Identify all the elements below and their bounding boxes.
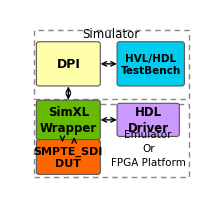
Bar (34, 105, 189, 177)
FancyBboxPatch shape (36, 43, 100, 86)
FancyBboxPatch shape (36, 101, 100, 140)
Text: SMPTE_SDI
DUT: SMPTE_SDI DUT (34, 146, 103, 169)
Text: Emulator
Or
FPGA Platform: Emulator Or FPGA Platform (111, 130, 186, 167)
Text: HDL
Driver: HDL Driver (128, 106, 169, 135)
FancyBboxPatch shape (117, 43, 184, 86)
Text: DPI: DPI (56, 58, 80, 71)
Text: Simulator: Simulator (83, 28, 140, 41)
Bar (34, 31, 189, 100)
Text: SimXL
Wrapper: SimXL Wrapper (40, 106, 97, 135)
FancyBboxPatch shape (36, 140, 100, 174)
FancyBboxPatch shape (117, 104, 179, 137)
Text: HVL/HDL
TestBench: HVL/HDL TestBench (121, 53, 181, 76)
